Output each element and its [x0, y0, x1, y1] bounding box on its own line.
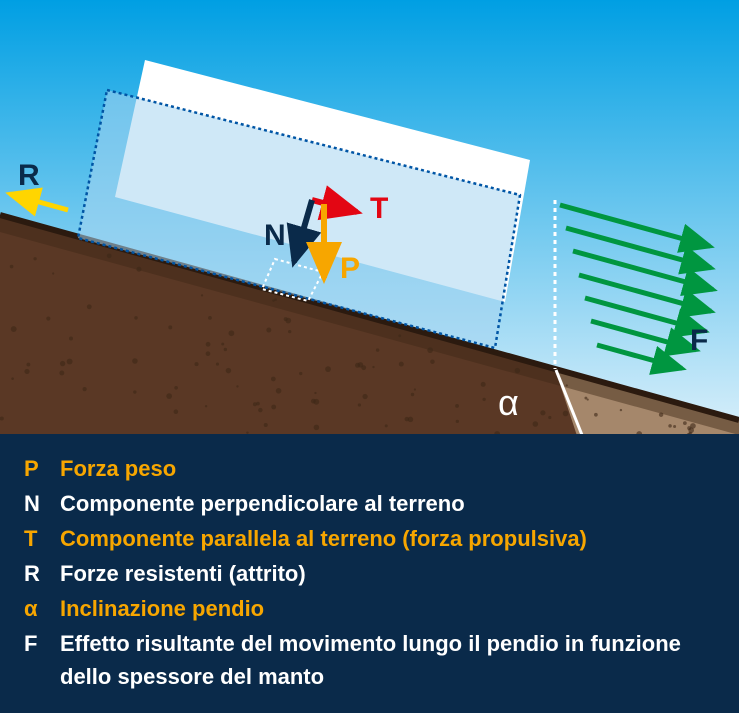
svg-text:α: α — [498, 382, 519, 423]
legend-text: Componente perpendicolare al terreno — [60, 487, 465, 520]
legend-key: R — [24, 557, 60, 590]
legend-row: FEffetto risultante del movimento lungo … — [24, 627, 715, 693]
legend-row: RForze resistenti (attrito) — [24, 557, 715, 590]
container: αTNPRF PForza pesoNComponente perpendico… — [0, 0, 739, 713]
legend-key: T — [24, 522, 60, 555]
legend-text: Componente parallela al terreno (forza p… — [60, 522, 587, 555]
svg-text:F: F — [690, 324, 708, 357]
svg-text:R: R — [18, 159, 40, 192]
svg-text:N: N — [264, 219, 286, 252]
legend-key: N — [24, 487, 60, 520]
legend-key: P — [24, 452, 60, 485]
legend-panel: PForza pesoNComponente perpendicolare al… — [0, 434, 739, 713]
legend-key: F — [24, 627, 60, 660]
legend-text: Effetto risultante del movimento lungo i… — [60, 627, 715, 693]
legend-text: Forza peso — [60, 452, 176, 485]
physics-diagram: α T N P R F — [0, 0, 739, 434]
legend-row: αInclinazione pendio — [24, 592, 715, 625]
diagram-svg: α T N P R F — [0, 0, 739, 434]
legend-row: NComponente perpendicolare al terreno — [24, 487, 715, 520]
svg-text:P: P — [340, 252, 360, 285]
legend-text: Inclinazione pendio — [60, 592, 264, 625]
legend-text: Forze resistenti (attrito) — [60, 557, 306, 590]
legend-row: PForza peso — [24, 452, 715, 485]
svg-text:T: T — [370, 192, 388, 225]
legend-key: α — [24, 592, 60, 625]
legend-row: TComponente parallela al terreno (forza … — [24, 522, 715, 555]
